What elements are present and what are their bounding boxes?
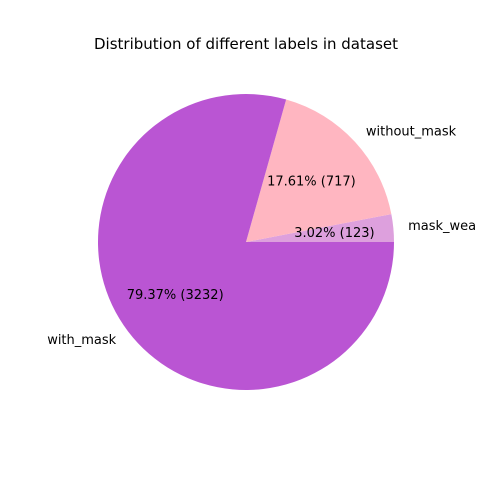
chart-title: Distribution of different labels in data… xyxy=(94,35,398,53)
slice-label-mask-wea: mask_wea xyxy=(408,219,476,234)
slice-percent-mask-wea: 3.02% (123) xyxy=(294,226,374,241)
slice-percent-without-mask: 17.61% (717) xyxy=(267,174,356,189)
pie-slice-with-mask xyxy=(98,94,395,391)
slice-label-with-mask: with_mask xyxy=(47,333,116,348)
pie-slice-mask-wea xyxy=(246,214,394,242)
pie-slices xyxy=(98,94,395,391)
pie-slice-without-mask xyxy=(246,99,392,242)
slice-label-without-mask: without_mask xyxy=(366,124,457,139)
slice-percent-with-mask: 79.37% (3232) xyxy=(127,288,224,303)
pie-labels: mask_wea 3.02% (123) without_mask 17.61% (7… xyxy=(47,124,476,347)
